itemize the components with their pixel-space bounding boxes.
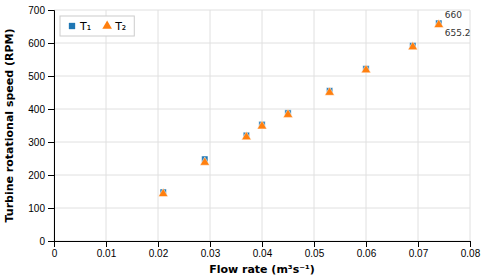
point bbox=[408, 41, 418, 49]
legend-label: T₁ bbox=[79, 20, 91, 33]
tick-label: 0 bbox=[52, 248, 58, 259]
series bbox=[160, 20, 442, 195]
point bbox=[257, 121, 267, 129]
grid-line-y bbox=[54, 43, 470, 44]
tick-mark bbox=[470, 241, 471, 247]
y-axis: 0 100 200 300 400 500 600 700 bbox=[28, 5, 54, 247]
tick: 0.06 bbox=[357, 241, 377, 259]
point bbox=[200, 157, 210, 165]
tick-label: 100 bbox=[28, 203, 45, 214]
tick-label: 400 bbox=[28, 104, 45, 115]
legend-box bbox=[60, 16, 134, 36]
grid-line-y bbox=[54, 142, 470, 143]
series bbox=[158, 19, 443, 196]
x-axis: 0 0.01 0.02 0.03 0.04 0.05 0.06 0.07 0.08 bbox=[52, 241, 481, 259]
tick: 0.04 bbox=[253, 241, 273, 259]
tick-mark bbox=[48, 43, 54, 44]
tick-label: 300 bbox=[28, 137, 45, 148]
grid-line-x bbox=[314, 10, 315, 241]
grid-line-y bbox=[54, 109, 470, 110]
tick-label: 0.03 bbox=[201, 248, 221, 259]
tick: 0.03 bbox=[201, 241, 221, 259]
tick-mark bbox=[48, 208, 54, 209]
grid-line-x bbox=[470, 10, 471, 241]
tick-label: 200 bbox=[28, 170, 45, 181]
grid-line-y bbox=[54, 76, 470, 77]
tick-label: 0.08 bbox=[461, 248, 481, 259]
grid-line-x bbox=[418, 10, 419, 241]
tick: 0.02 bbox=[149, 241, 169, 259]
tick-label: 700 bbox=[28, 5, 45, 16]
axis-line bbox=[48, 11, 55, 242]
tick-mark bbox=[262, 241, 263, 247]
point bbox=[158, 188, 168, 196]
tick-mark bbox=[48, 10, 54, 11]
tick-mark bbox=[314, 241, 315, 247]
x-axis-title: Flow rate (m³s⁻¹) bbox=[209, 263, 315, 276]
tick-mark bbox=[48, 241, 54, 242]
tick-mark bbox=[48, 109, 54, 110]
tick-label: 0.04 bbox=[253, 248, 273, 259]
point bbox=[325, 87, 335, 95]
y-axis-title: Turbine rotational speed (RPM) bbox=[3, 29, 16, 223]
grid-line-x bbox=[210, 10, 211, 241]
point bbox=[242, 132, 252, 140]
tick-label: 0.05 bbox=[305, 248, 325, 259]
tick-mark bbox=[366, 241, 367, 247]
grid-line-y bbox=[54, 175, 470, 176]
legend-label: T₂ bbox=[114, 20, 126, 33]
legend-symbol bbox=[102, 20, 112, 28]
tick-label: 0.07 bbox=[409, 248, 429, 259]
point bbox=[283, 109, 293, 117]
tick: 600 bbox=[28, 38, 54, 49]
tick-mark bbox=[48, 142, 54, 143]
axis-line bbox=[55, 242, 471, 248]
tick: 0 bbox=[52, 241, 58, 259]
tick: 0 bbox=[39, 236, 54, 247]
tick-label: 500 bbox=[28, 71, 45, 82]
legend: T₁ T₂ bbox=[60, 16, 134, 36]
tick: 0.08 bbox=[461, 241, 481, 259]
tick-mark bbox=[210, 241, 211, 247]
tick-label: 0.06 bbox=[357, 248, 377, 259]
tick: 500 bbox=[28, 71, 54, 82]
grid-line-y bbox=[54, 10, 470, 11]
tick-label: 0.02 bbox=[149, 248, 169, 259]
chart: 0 0.01 0.02 0.03 0.04 0.05 0.06 0.07 0.08 0 100 200… bbox=[0, 0, 500, 279]
grid-line-x bbox=[366, 10, 367, 241]
tick: 0.05 bbox=[305, 241, 325, 259]
tick-mark bbox=[418, 241, 419, 247]
grid-line-x bbox=[158, 10, 159, 241]
tick: 0.07 bbox=[409, 241, 429, 259]
tick-mark bbox=[48, 175, 54, 176]
annotation: 660 bbox=[445, 10, 462, 20]
tick-label: 0 bbox=[39, 236, 45, 247]
tick: 300 bbox=[28, 137, 54, 148]
tick: 700 bbox=[28, 5, 54, 16]
tick-mark bbox=[158, 241, 159, 247]
points bbox=[158, 19, 443, 196]
tick-mark bbox=[106, 241, 107, 247]
tick-label: 0.01 bbox=[97, 248, 117, 259]
point bbox=[361, 65, 371, 73]
tick-mark bbox=[48, 76, 54, 77]
tick: 100 bbox=[28, 203, 54, 214]
legend-symbol bbox=[69, 23, 75, 29]
tick: 400 bbox=[28, 104, 54, 115]
tick: 0.01 bbox=[97, 241, 117, 259]
point bbox=[434, 19, 444, 27]
annotation: 655.2 bbox=[445, 28, 471, 38]
tick-label: 600 bbox=[28, 38, 45, 49]
annotations: 660 655.2 bbox=[445, 10, 471, 38]
grid-line-x bbox=[106, 10, 107, 241]
plot: 0 0.01 0.02 0.03 0.04 0.05 0.06 0.07 0.08 0 100 200… bbox=[28, 5, 480, 259]
grid-line-y bbox=[54, 208, 470, 209]
tick: 200 bbox=[28, 170, 54, 181]
grid bbox=[54, 10, 470, 241]
